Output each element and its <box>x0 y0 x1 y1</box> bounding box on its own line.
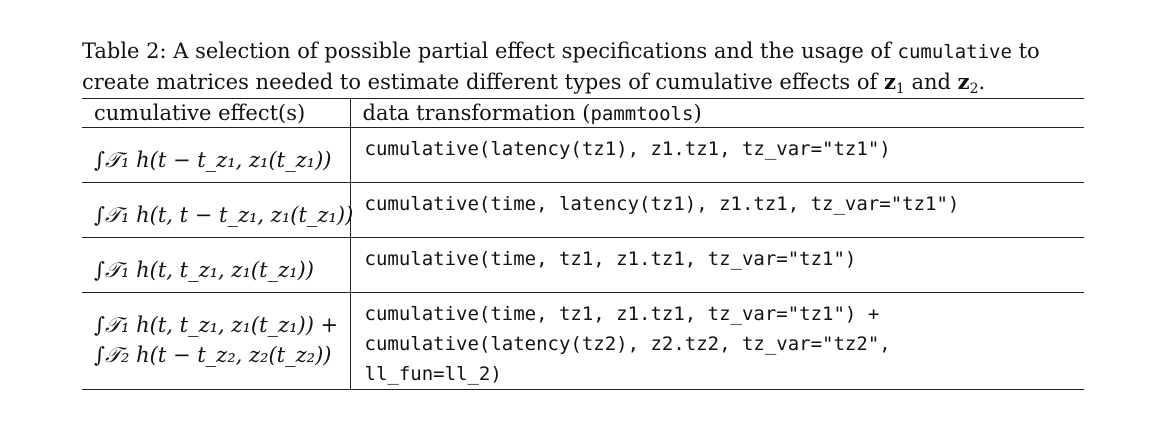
caption-code: cumulative <box>897 41 1012 63</box>
table-row: ∫𝒯₁ h(t, t − t_z₁, z₁(t_z₁)) cumulative(… <box>82 182 1084 238</box>
code-cell: cumulative(latency(tz1), z1.tz1, tz_var=… <box>349 127 1084 183</box>
code-line: cumulative(time, tz1, z1.tz1, tz_var="tz… <box>364 248 857 270</box>
table-row: ∫𝒯₁ h(t − t_z₁, z₁(t_z₁)) cumulative(lat… <box>82 127 1084 183</box>
effects-table-container: cumulative effect(s) data transformation… <box>82 98 1084 390</box>
effects-table: cumulative effect(s) data transformation… <box>82 98 1084 390</box>
effect-cell: ∫𝒯₁ h(t, t − t_z₁, z₁(t_z₁)) <box>82 183 354 238</box>
table-row: ∫𝒯₁ h(t, t_z₁, z₁(t_z₁)) + ∫𝒯₂ h(t − t_z… <box>82 292 1084 390</box>
effect-formula: ∫𝒯₁ h(t, t_z₁, z₁(t_z₁)) <box>94 258 314 282</box>
code-line: cumulative(time, latency(tz1), z1.tz1, t… <box>364 193 960 215</box>
caption-text-2: create matrices needed to estimate diffe… <box>82 70 884 94</box>
code-line: cumulative(latency(tz1), z1.tz1, tz_var=… <box>364 138 891 160</box>
effect-cell: ∫𝒯₁ h(t, t_z₁, z₁(t_z₁)) <box>82 238 350 293</box>
caption-var-z1-sub: 1 <box>895 81 905 97</box>
caption-text-suffix: to <box>1011 39 1040 63</box>
table-caption: Table 2: A selection of possible partial… <box>82 36 1088 104</box>
effect-formula: ∫𝒯₁ h(t − t_z₁, z₁(t_z₁)) <box>94 148 332 172</box>
caption-line-2: create matrices needed to estimate diffe… <box>82 67 1088 104</box>
caption-and: and <box>904 70 958 94</box>
effect-formula: ∫𝒯₁ h(t, t_z₁, z₁(t_z₁)) + <box>94 313 339 337</box>
effect-cell: ∫𝒯₁ h(t, t_z₁, z₁(t_z₁)) + ∫𝒯₂ h(t − t_z… <box>82 293 350 390</box>
effect-formula: ∫𝒯₂ h(t − t_z₂, z₂(t_z₂)) <box>94 343 332 367</box>
code-line: ll_fun=ll_2) <box>364 363 502 385</box>
caption-text: Table 2: A selection of possible partial… <box>82 39 898 63</box>
code-cell: cumulative(time, tz1, z1.tz1, tz_var="tz… <box>349 237 1084 293</box>
table-row: ∫𝒯₁ h(t, t_z₁, z₁(t_z₁)) cumulative(time… <box>82 237 1084 293</box>
code-line: cumulative(time, tz1, z1.tz1, tz_var="tz… <box>364 303 880 325</box>
header-cumulative-effects: cumulative effect(s) <box>94 101 306 125</box>
caption-line-1: Table 2: A selection of possible partial… <box>82 36 1088 67</box>
code-cell: cumulative(time, tz1, z1.tz1, tz_var="tz… <box>349 292 1084 390</box>
header-col2-suffix: ) <box>693 101 702 125</box>
caption-end: . <box>978 70 986 94</box>
code-line: cumulative(latency(tz2), z2.tz2, tz_var=… <box>364 333 891 355</box>
caption-var-z2: z <box>957 69 970 94</box>
table-header-row: cumulative effect(s) data transformation… <box>82 98 1084 128</box>
header-col2-prefix: data transformation ( <box>362 101 591 125</box>
effect-formula: ∫𝒯₁ h(t, t − t_z₁, z₁(t_z₁)) <box>94 203 354 227</box>
header-data-transformation: data transformation (pammtools) <box>349 98 1084 128</box>
caption-var-z2-sub: 2 <box>969 81 979 97</box>
code-cell: cumulative(time, latency(tz1), z1.tz1, t… <box>349 182 1084 238</box>
effect-cell: ∫𝒯₁ h(t − t_z₁, z₁(t_z₁)) <box>82 128 350 183</box>
caption-var-z1: z <box>883 69 896 94</box>
header-col2-code: pammtools <box>590 103 694 125</box>
